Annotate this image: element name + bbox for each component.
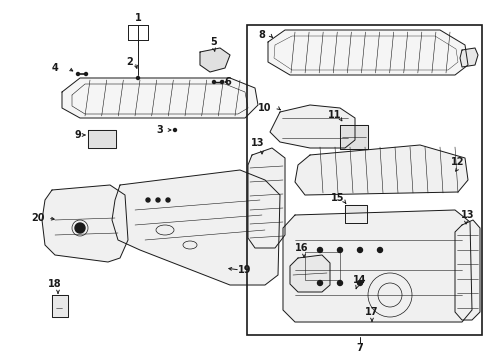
Circle shape: [76, 72, 80, 76]
Circle shape: [146, 198, 150, 202]
Text: 16: 16: [295, 243, 308, 253]
Polygon shape: [52, 295, 68, 317]
Circle shape: [337, 280, 342, 285]
Polygon shape: [339, 125, 367, 149]
Text: 17: 17: [365, 307, 378, 317]
Text: 2: 2: [126, 57, 133, 67]
Text: 14: 14: [352, 275, 366, 285]
Text: 7: 7: [356, 343, 363, 353]
Polygon shape: [289, 255, 329, 292]
Text: 13: 13: [251, 138, 264, 148]
Circle shape: [357, 248, 362, 252]
Text: 6: 6: [224, 77, 231, 87]
Circle shape: [173, 129, 176, 131]
Text: 13: 13: [460, 210, 474, 220]
Text: 9: 9: [75, 130, 81, 140]
Circle shape: [337, 248, 342, 252]
Circle shape: [136, 77, 139, 80]
Circle shape: [156, 198, 160, 202]
Polygon shape: [294, 145, 467, 195]
Text: 4: 4: [52, 63, 58, 73]
Text: 20: 20: [31, 213, 45, 223]
Text: 1: 1: [134, 13, 141, 23]
Polygon shape: [283, 210, 471, 322]
Circle shape: [220, 81, 223, 84]
Circle shape: [317, 280, 322, 285]
Circle shape: [377, 248, 382, 252]
Circle shape: [77, 225, 82, 230]
Polygon shape: [454, 220, 479, 320]
Circle shape: [317, 248, 322, 252]
Circle shape: [75, 223, 85, 233]
Circle shape: [84, 72, 87, 76]
Text: 8: 8: [258, 30, 265, 40]
Polygon shape: [62, 78, 258, 118]
Circle shape: [357, 280, 362, 285]
Polygon shape: [42, 185, 128, 262]
Bar: [246, 25, 481, 335]
Text: 11: 11: [327, 110, 341, 120]
Polygon shape: [88, 130, 116, 148]
Polygon shape: [459, 48, 477, 67]
Polygon shape: [247, 148, 285, 248]
Circle shape: [212, 81, 215, 84]
Text: 15: 15: [330, 193, 344, 203]
Polygon shape: [112, 170, 280, 285]
Circle shape: [165, 198, 170, 202]
Text: 18: 18: [48, 279, 61, 289]
Polygon shape: [200, 48, 229, 72]
Text: 19: 19: [238, 265, 251, 275]
Text: 3: 3: [156, 125, 163, 135]
Text: 12: 12: [450, 157, 464, 167]
Polygon shape: [267, 30, 467, 75]
Polygon shape: [269, 105, 354, 148]
Text: 5: 5: [210, 37, 217, 47]
Text: 10: 10: [258, 103, 271, 113]
Polygon shape: [345, 205, 366, 223]
